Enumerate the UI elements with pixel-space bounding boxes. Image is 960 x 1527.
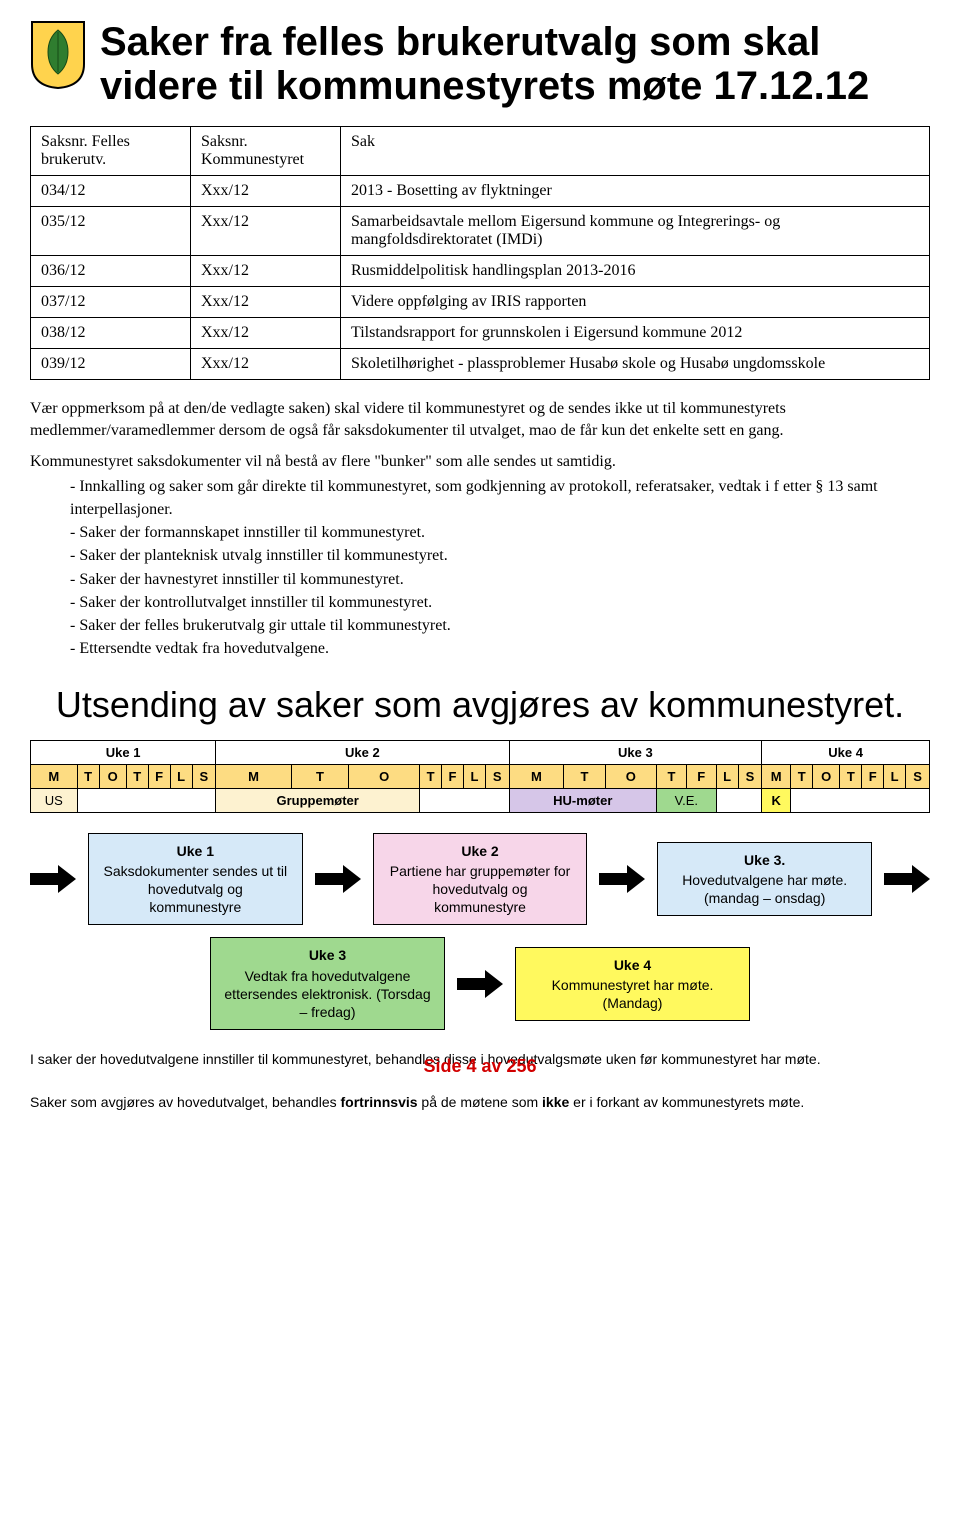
day-cell: O [605, 764, 656, 788]
table-cell: 034/12 [31, 176, 191, 207]
schedule-cell: V.E. [657, 788, 717, 812]
list-item: Saker der formannskapet innstiller til k… [70, 521, 930, 544]
list-item: Saker der havnestyret innstiller til kom… [70, 568, 930, 591]
table-cell: Tilstandsrapport for grunnskolen i Eiger… [341, 318, 930, 349]
day-cell: O [813, 764, 840, 788]
table-cell: Xxx/12 [191, 287, 341, 318]
flow-box: Uke 3Vedtak fra hovedutvalgene ettersend… [210, 937, 445, 1030]
arrow-icon [457, 970, 503, 998]
day-cell: T [564, 764, 605, 788]
day-cell: F [862, 764, 884, 788]
paragraph: Vær oppmerksom på at den/de vedlagte sak… [30, 398, 930, 441]
day-cell: T [77, 764, 99, 788]
crest-icon [30, 20, 86, 90]
table-cell: Rusmiddelpolitisk handlingsplan 2013-201… [341, 256, 930, 287]
day-cell: F [442, 764, 464, 788]
day-cell: M [31, 764, 78, 788]
schedule-cell: K [762, 788, 791, 812]
day-cell: T [791, 764, 813, 788]
table-header: Saksnr. Felles brukerutv. [31, 127, 191, 176]
schedule-cell [77, 788, 216, 812]
bullet-list: Innkalling og saker som går direkte til … [30, 475, 930, 661]
flow-box: Uke 2Partiene har gruppemøter for hovedu… [373, 833, 588, 926]
schedule-cell [791, 788, 930, 812]
day-cell: L [170, 764, 192, 788]
section-title: Utsending av saker som avgjøres av kommu… [30, 684, 930, 725]
flow-box: Uke 3.Hovedutvalgene har møte. (mandag –… [657, 842, 872, 917]
day-cell: T [657, 764, 687, 788]
table-cell: Xxx/12 [191, 176, 341, 207]
day-cell: T [126, 764, 148, 788]
day-cell: T [291, 764, 348, 788]
table-cell: Xxx/12 [191, 207, 341, 256]
table-cell: Xxx/12 [191, 318, 341, 349]
day-cell: S [738, 764, 762, 788]
day-cell: L [884, 764, 906, 788]
week-header: Uke 2 [216, 740, 509, 764]
week-header: Uke 3 [509, 740, 762, 764]
schedule-cell: US [31, 788, 78, 812]
schedule-cell: HU-møter [509, 788, 656, 812]
table-header: Sak [341, 127, 930, 176]
day-cell: S [192, 764, 216, 788]
day-cell: S [485, 764, 509, 788]
arrow-icon [599, 865, 645, 893]
day-cell: O [99, 764, 126, 788]
day-cell: F [148, 764, 170, 788]
day-cell: L [716, 764, 738, 788]
flow-box: Uke 4Kommunestyret har møte. (Mandag) [515, 947, 750, 1022]
day-cell: M [216, 764, 292, 788]
table-row: 038/12Xxx/12Tilstandsrapport for grunnsk… [31, 318, 930, 349]
week-header: Uke 4 [762, 740, 930, 764]
weeks-table: Uke 1Uke 2Uke 3Uke 4MTOTFLSMTOTFLSMTOTFL… [30, 740, 930, 813]
table-cell: Skoletilhørighet - plassproblemer Husabø… [341, 349, 930, 380]
table-cell: 037/12 [31, 287, 191, 318]
arrow-icon [30, 865, 76, 893]
flow-row-2: Uke 3Vedtak fra hovedutvalgene ettersend… [30, 937, 930, 1030]
footnote: Saker som avgjøres av hovedutvalget, beh… [30, 1093, 930, 1113]
table-header: Saksnr. Kommunestyret [191, 127, 341, 176]
table-cell: 038/12 [31, 318, 191, 349]
table-cell: Xxx/12 [191, 349, 341, 380]
table-row: 037/12Xxx/12Videre oppfølging av IRIS ra… [31, 287, 930, 318]
table-cell: 035/12 [31, 207, 191, 256]
list-item: Saker der kontrollutvalget innstiller ti… [70, 591, 930, 614]
schedule-cell: Gruppemøter [216, 788, 420, 812]
table-cell: 036/12 [31, 256, 191, 287]
arrow-icon [884, 865, 930, 893]
table-row: 035/12Xxx/12Samarbeidsavtale mellom Eige… [31, 207, 930, 256]
table-cell: 2013 - Bosetting av flyktninger [341, 176, 930, 207]
table-row: 034/12Xxx/122013 - Bosetting av flyktnin… [31, 176, 930, 207]
list-item: Saker der felles brukerutvalg gir uttale… [70, 614, 930, 637]
day-cell: O [349, 764, 420, 788]
schedule-cell [716, 788, 762, 812]
day-cell: F [686, 764, 716, 788]
day-cell: S [906, 764, 930, 788]
day-cell: M [762, 764, 791, 788]
table-cell: 039/12 [31, 349, 191, 380]
table-cell: Videre oppfølging av IRIS rapporten [341, 287, 930, 318]
day-cell: T [420, 764, 442, 788]
cases-table: Saksnr. Felles brukerutv. Saksnr. Kommun… [30, 126, 930, 380]
list-item: Saker der planteknisk utvalg innstiller … [70, 544, 930, 567]
paragraph: Kommunestyret saksdokumenter vil nå best… [30, 451, 930, 473]
week-header: Uke 1 [31, 740, 216, 764]
list-item: Innkalling og saker som går direkte til … [70, 475, 930, 521]
table-cell: Xxx/12 [191, 256, 341, 287]
table-row: 039/12Xxx/12Skoletilhørighet - plassprob… [31, 349, 930, 380]
page-title: Saker fra felles brukerutvalg som skal v… [100, 20, 930, 108]
day-cell: L [463, 764, 485, 788]
header-row: Saker fra felles brukerutvalg som skal v… [30, 20, 930, 126]
flow-box: Uke 1Saksdokumenter sendes ut til hovedu… [88, 833, 303, 926]
day-cell: T [840, 764, 862, 788]
table-row: 036/12Xxx/12Rusmiddelpolitisk handlingsp… [31, 256, 930, 287]
flow-row-1: Uke 1Saksdokumenter sendes ut til hovedu… [30, 833, 930, 926]
day-cell: M [509, 764, 564, 788]
arrow-icon [315, 865, 361, 893]
list-item: Ettersendte vedtak fra hovedutvalgene. [70, 637, 930, 660]
table-cell: Samarbeidsavtale mellom Eigersund kommun… [341, 207, 930, 256]
schedule-cell [420, 788, 509, 812]
